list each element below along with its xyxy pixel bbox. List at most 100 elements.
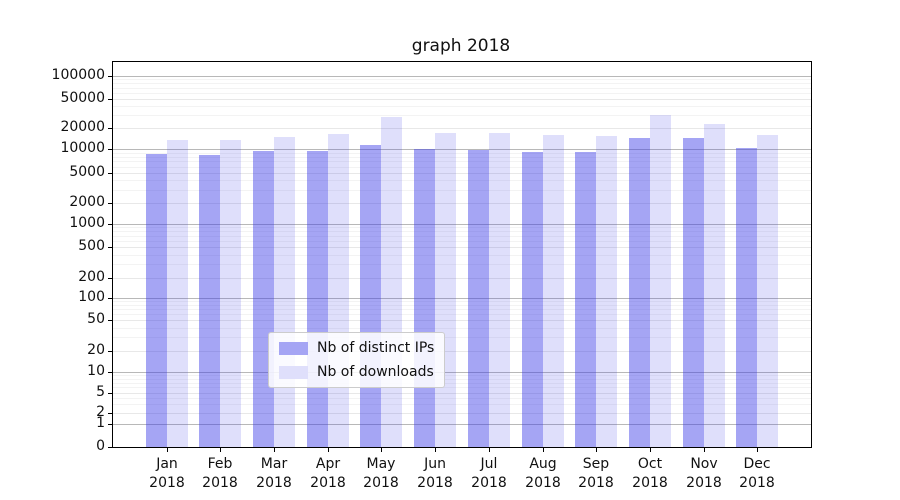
gridline bbox=[113, 157, 811, 158]
gridline bbox=[113, 173, 811, 174]
y-tick-mark bbox=[108, 203, 112, 204]
y-tick-label: 20 bbox=[87, 342, 105, 358]
legend: Nb of distinct IPs Nb of downloads bbox=[268, 332, 446, 388]
y-tick-mark bbox=[108, 224, 112, 225]
y-tick-mark bbox=[108, 424, 112, 425]
gridline bbox=[113, 379, 811, 380]
gridline bbox=[113, 305, 811, 306]
gridline bbox=[113, 76, 811, 77]
x-tick-mark bbox=[220, 448, 221, 452]
x-tick-label: Oct 2018 bbox=[632, 456, 668, 491]
gridline bbox=[113, 337, 811, 338]
gridline bbox=[113, 298, 811, 299]
y-tick-label: 5 bbox=[96, 384, 105, 400]
gridline bbox=[113, 404, 811, 405]
x-tick-mark bbox=[704, 448, 705, 452]
y-tick-mark bbox=[108, 99, 112, 100]
y-tick-mark bbox=[108, 372, 112, 373]
gridline bbox=[113, 372, 811, 373]
gridline bbox=[113, 393, 811, 394]
bar-distinct-ips bbox=[253, 151, 274, 447]
chart-title: graph 2018 bbox=[411, 36, 511, 56]
bar-downloads bbox=[650, 115, 671, 447]
gridline bbox=[113, 106, 811, 107]
gridline bbox=[113, 351, 811, 352]
y-tick-label: 20000 bbox=[60, 119, 105, 135]
legend-swatch-downloads-icon bbox=[279, 365, 308, 379]
x-tick-label: Jan 2018 bbox=[149, 456, 185, 491]
y-tick-mark bbox=[108, 247, 112, 248]
gridline bbox=[113, 387, 811, 388]
gridline bbox=[113, 278, 811, 279]
gridline bbox=[113, 224, 811, 225]
gridline bbox=[113, 231, 811, 232]
x-tick-label: Dec 2018 bbox=[739, 456, 775, 491]
legend-row-downloads: Nb of downloads bbox=[279, 364, 434, 380]
x-tick-mark bbox=[167, 448, 168, 452]
y-tick-mark bbox=[108, 298, 112, 299]
gridline bbox=[113, 128, 811, 129]
y-tick-label: 0 bbox=[96, 438, 105, 454]
gridline bbox=[113, 93, 811, 94]
bar-distinct-ips bbox=[468, 150, 489, 447]
y-tick-label: 200 bbox=[78, 269, 105, 285]
gridline bbox=[113, 227, 811, 228]
gridline bbox=[113, 255, 811, 256]
legend-swatch-distinct-ips-icon bbox=[279, 341, 308, 355]
x-tick-label: Jul 2018 bbox=[471, 456, 507, 491]
y-tick-label: 10 bbox=[87, 363, 105, 379]
gridline bbox=[113, 375, 811, 376]
y-tick-mark bbox=[108, 351, 112, 352]
plot-area: 0 1 2 5 10 20 50 100 200 500 1000 2000 5000 10000 2000… bbox=[52, 61, 812, 491]
x-tick-mark bbox=[596, 448, 597, 452]
legend-label-distinct-ips: Nb of distinct IPs bbox=[317, 340, 435, 356]
y-tick-label: 50 bbox=[87, 311, 105, 327]
y-tick-label: 100 bbox=[78, 289, 105, 305]
gridline bbox=[113, 424, 811, 425]
bar-downloads bbox=[489, 133, 510, 447]
bar-downloads bbox=[220, 140, 241, 447]
x-tick-mark bbox=[274, 448, 275, 452]
gridline bbox=[113, 88, 811, 89]
gridline bbox=[113, 314, 811, 315]
x-tick-mark bbox=[489, 448, 490, 452]
bar-downloads bbox=[328, 134, 349, 447]
y-tick-label: 2 bbox=[96, 404, 105, 420]
gridline bbox=[113, 167, 811, 168]
gridline bbox=[113, 320, 811, 321]
x-tick-label: Nov 2018 bbox=[686, 456, 722, 491]
y-tick-mark bbox=[108, 393, 112, 394]
legend-row-distinct-ips: Nb of distinct IPs bbox=[279, 340, 434, 356]
y-tick-label: 1 bbox=[96, 415, 105, 431]
bar-downloads bbox=[435, 133, 456, 447]
legend-label-downloads: Nb of downloads bbox=[317, 364, 434, 380]
bar-distinct-ips bbox=[575, 152, 596, 447]
gridline bbox=[113, 241, 811, 242]
bar-distinct-ips bbox=[307, 151, 328, 447]
gridline bbox=[113, 153, 811, 154]
bar-distinct-ips bbox=[360, 145, 381, 447]
gridline bbox=[113, 328, 811, 329]
y-tick-label: 10000 bbox=[60, 140, 105, 156]
bar-downloads bbox=[274, 137, 295, 447]
gridline bbox=[113, 161, 811, 162]
bar-distinct-ips bbox=[736, 148, 757, 447]
x-tick-label: Feb 2018 bbox=[202, 456, 238, 491]
bar-distinct-ips bbox=[522, 152, 543, 447]
x-tick-label: Sep 2018 bbox=[578, 456, 614, 491]
y-tick-mark bbox=[108, 149, 112, 150]
x-tick-mark bbox=[328, 448, 329, 452]
y-tick-mark bbox=[108, 447, 112, 448]
bar-downloads bbox=[704, 124, 725, 447]
x-tick-mark bbox=[650, 448, 651, 452]
bar-downloads bbox=[543, 135, 564, 447]
gridline bbox=[113, 383, 811, 384]
x-tick-label: Apr 2018 bbox=[310, 456, 346, 491]
x-tick-mark bbox=[435, 448, 436, 452]
gridline bbox=[113, 83, 811, 84]
y-tick-label: 5000 bbox=[69, 164, 105, 180]
y-tick-label: 2000 bbox=[69, 194, 105, 210]
y-tick-label: 100000 bbox=[51, 67, 105, 83]
gridline bbox=[113, 398, 811, 399]
